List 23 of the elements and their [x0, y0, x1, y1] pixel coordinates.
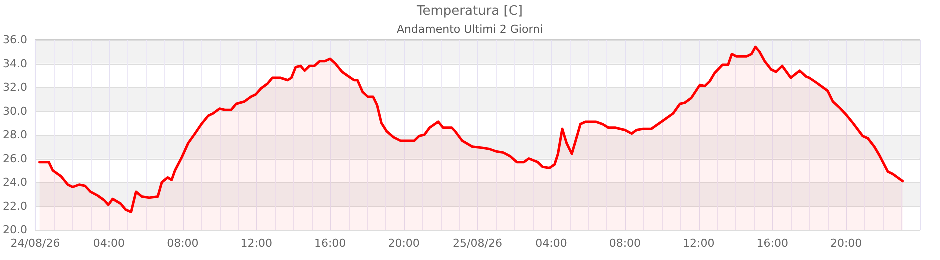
y-tick-label: 22.0: [2, 200, 28, 213]
x-tick-label: 04:00: [536, 237, 568, 250]
x-tick-label: 20:00: [388, 237, 420, 250]
x-tick-label: 08:00: [609, 237, 642, 250]
chart-title: Temperatura [C]: [416, 4, 523, 19]
x-tick-label: 12:00: [683, 237, 715, 250]
x-tick-label: 16:00: [756, 237, 788, 250]
y-tick-label: 20.0: [2, 224, 28, 236]
x-tick-label: 16:00: [314, 237, 346, 250]
x-tick-label: 24/08/26: [10, 237, 60, 250]
x-tick-label: 20:00: [830, 237, 862, 250]
x-tick-label: 25/08/26: [453, 237, 502, 250]
y-tick-label: 34.0: [2, 57, 28, 70]
chart-subtitle: Andamento Ultimi 2 Giorni: [396, 23, 544, 36]
y-tick-label: 36.0: [2, 34, 28, 46]
x-tick-label: 12:00: [240, 237, 272, 250]
y-tick-label: 30.0: [2, 104, 28, 118]
x-tick-label: 08:00: [167, 237, 199, 250]
x-tick-label: 04:00: [93, 237, 126, 250]
y-tick-label: 26.0: [2, 152, 28, 166]
y-tick-label: 28.0: [2, 128, 28, 142]
y-tick-label: 24.0: [2, 176, 28, 189]
y-tick-label: 32.0: [2, 81, 28, 94]
